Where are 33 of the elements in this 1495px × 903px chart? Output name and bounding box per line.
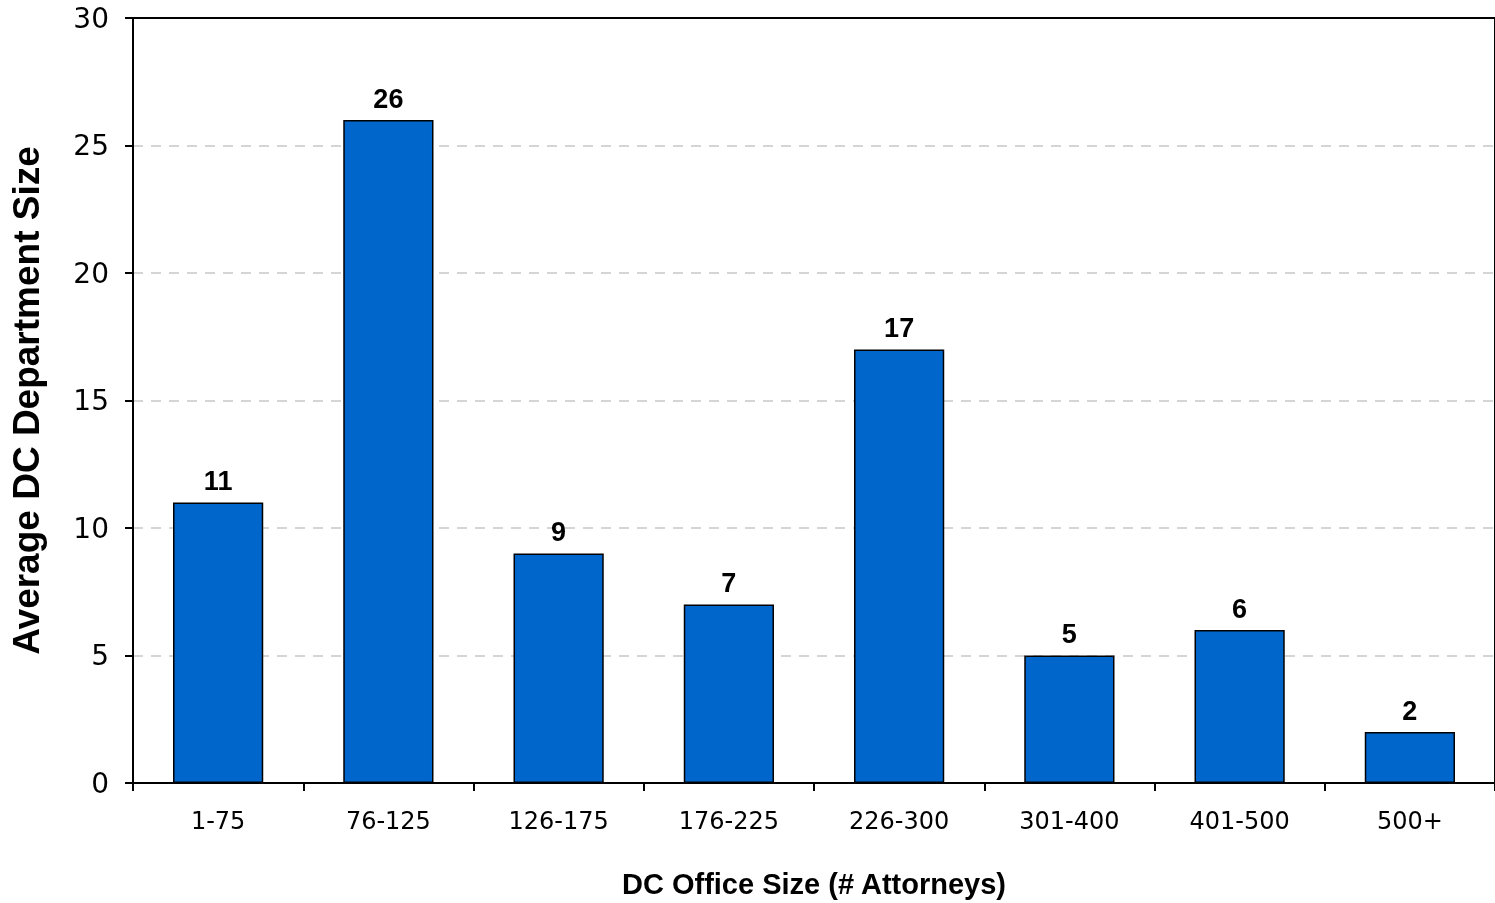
x-tick-label: 401-500 xyxy=(1189,807,1290,835)
y-tick-label: 30 xyxy=(73,1,109,35)
y-tick-label: 20 xyxy=(73,256,109,290)
data-label: 11 xyxy=(203,466,233,496)
data-label: 6 xyxy=(1232,593,1248,624)
data-label: 2 xyxy=(1402,695,1418,726)
x-tick-label: 126-175 xyxy=(508,807,609,835)
bar xyxy=(1194,630,1285,783)
bar xyxy=(513,553,604,783)
y-tick-label: 25 xyxy=(73,129,109,162)
x-tick-label: 301-400 xyxy=(1019,807,1120,835)
bar xyxy=(1024,655,1115,783)
data-label: 17 xyxy=(884,313,915,343)
y-tick-label: 10 xyxy=(73,511,109,545)
y-tick-label: 15 xyxy=(73,384,109,417)
bar xyxy=(343,120,434,783)
y-tick-label: 5 xyxy=(91,639,109,672)
data-label: 26 xyxy=(373,83,404,114)
x-tick-label: 226-300 xyxy=(848,807,950,835)
bar xyxy=(683,604,774,783)
data-label: 5 xyxy=(1061,619,1077,649)
data-label: 9 xyxy=(551,517,567,547)
x-tick-label: 500+ xyxy=(1376,807,1443,835)
data-label: 7 xyxy=(721,568,737,598)
bar xyxy=(173,502,264,783)
y-axis-title: Average DC Department Size xyxy=(6,146,47,655)
x-tick-label: 176-225 xyxy=(678,807,780,835)
x-axis-title: DC Office Size (# Attorneys) xyxy=(621,867,1007,900)
y-tick-label: 0 xyxy=(91,766,109,800)
bar xyxy=(854,349,945,783)
x-tick-label: 1-75 xyxy=(190,807,246,835)
bar xyxy=(1364,732,1455,783)
x-tick-label: 76-125 xyxy=(345,807,431,835)
